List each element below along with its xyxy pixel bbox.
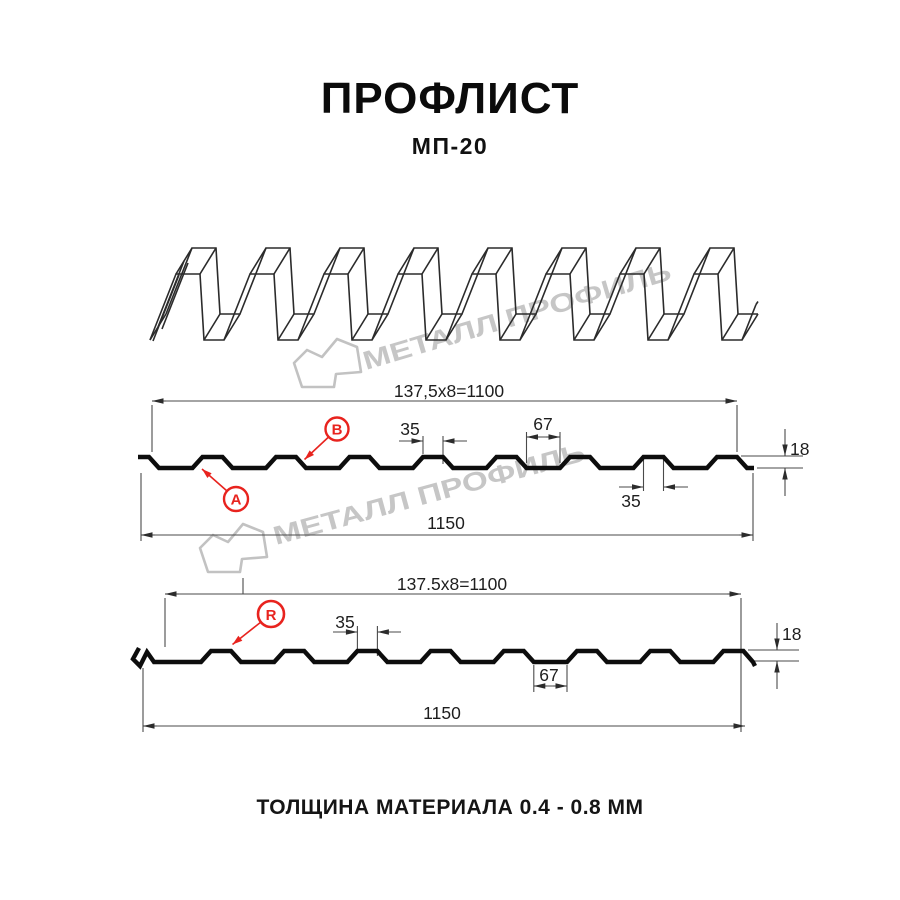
- callout-b: B: [303, 416, 350, 461]
- dim-coverage-a: 137,5x8=1100: [394, 381, 504, 401]
- sheet-cut-edge: [152, 260, 189, 342]
- dim-valley-a: 67: [533, 414, 552, 434]
- sheet-front-edge: [149, 273, 757, 341]
- dim-coverage-r: 137.5x8=1100: [397, 574, 507, 594]
- dim-rib-bottom-a: 35: [621, 491, 640, 511]
- page-title: ПРОФЛИСТ: [320, 74, 580, 123]
- dim-rib-top-a: 35: [400, 419, 419, 439]
- profile-outline-a: [138, 454, 754, 471]
- page-subtitle: МП-20: [411, 133, 489, 159]
- profile-3d-view: [149, 247, 759, 342]
- dim-full-width-r: 1150: [423, 703, 461, 723]
- profile-outline-r: [130, 646, 757, 670]
- metal-profil-logo-icon: [198, 522, 269, 574]
- dim-full-width-a: 1150: [427, 513, 465, 533]
- dim-valley-r: 67: [539, 665, 558, 685]
- dim-height-r: 18: [782, 624, 801, 644]
- metal-profil-logo-icon: [292, 337, 363, 389]
- label-a: A: [231, 492, 242, 509]
- dim-rib-top-r: 35: [335, 612, 354, 632]
- material-thickness-note: ТОЛЩИНА МАТЕРИАЛА 0.4 - 0.8 ММ: [256, 796, 644, 819]
- label-b: B: [332, 422, 343, 439]
- cross-section-a: 137,5x8=1100 35 67 18 35 1150 B A: [138, 381, 809, 541]
- watermark-lower: МЕТАЛЛ ПРОФИЛЬ: [198, 437, 589, 574]
- callout-a: A: [201, 468, 250, 513]
- watermark-text: МЕТАЛЛ ПРОФИЛЬ: [270, 437, 589, 551]
- label-r: R: [266, 607, 277, 624]
- callout-r: R: [232, 599, 286, 646]
- cross-section-r: 137.5x8=1100 35 67 18 1150 R: [130, 574, 801, 732]
- dim-height-a: 18: [790, 439, 809, 459]
